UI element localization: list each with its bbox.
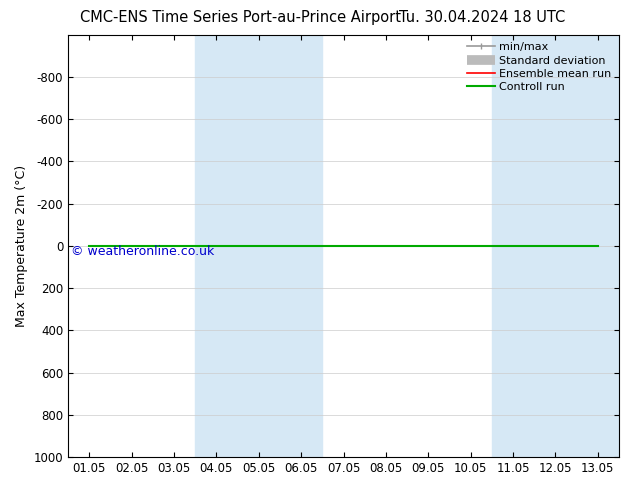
Text: Tu. 30.04.2024 18 UTC: Tu. 30.04.2024 18 UTC [399, 10, 565, 25]
Text: CMC-ENS Time Series Port-au-Prince Airport: CMC-ENS Time Series Port-au-Prince Airpo… [81, 10, 401, 25]
Text: © weatheronline.co.uk: © weatheronline.co.uk [71, 245, 214, 258]
Y-axis label: Max Temperature 2m (°C): Max Temperature 2m (°C) [15, 165, 28, 327]
Bar [492, 35, 619, 457]
Bar [195, 35, 322, 457]
Legend: min/max, Standard deviation, Ensemble mean run, Controll run: min/max, Standard deviation, Ensemble me… [462, 38, 616, 97]
